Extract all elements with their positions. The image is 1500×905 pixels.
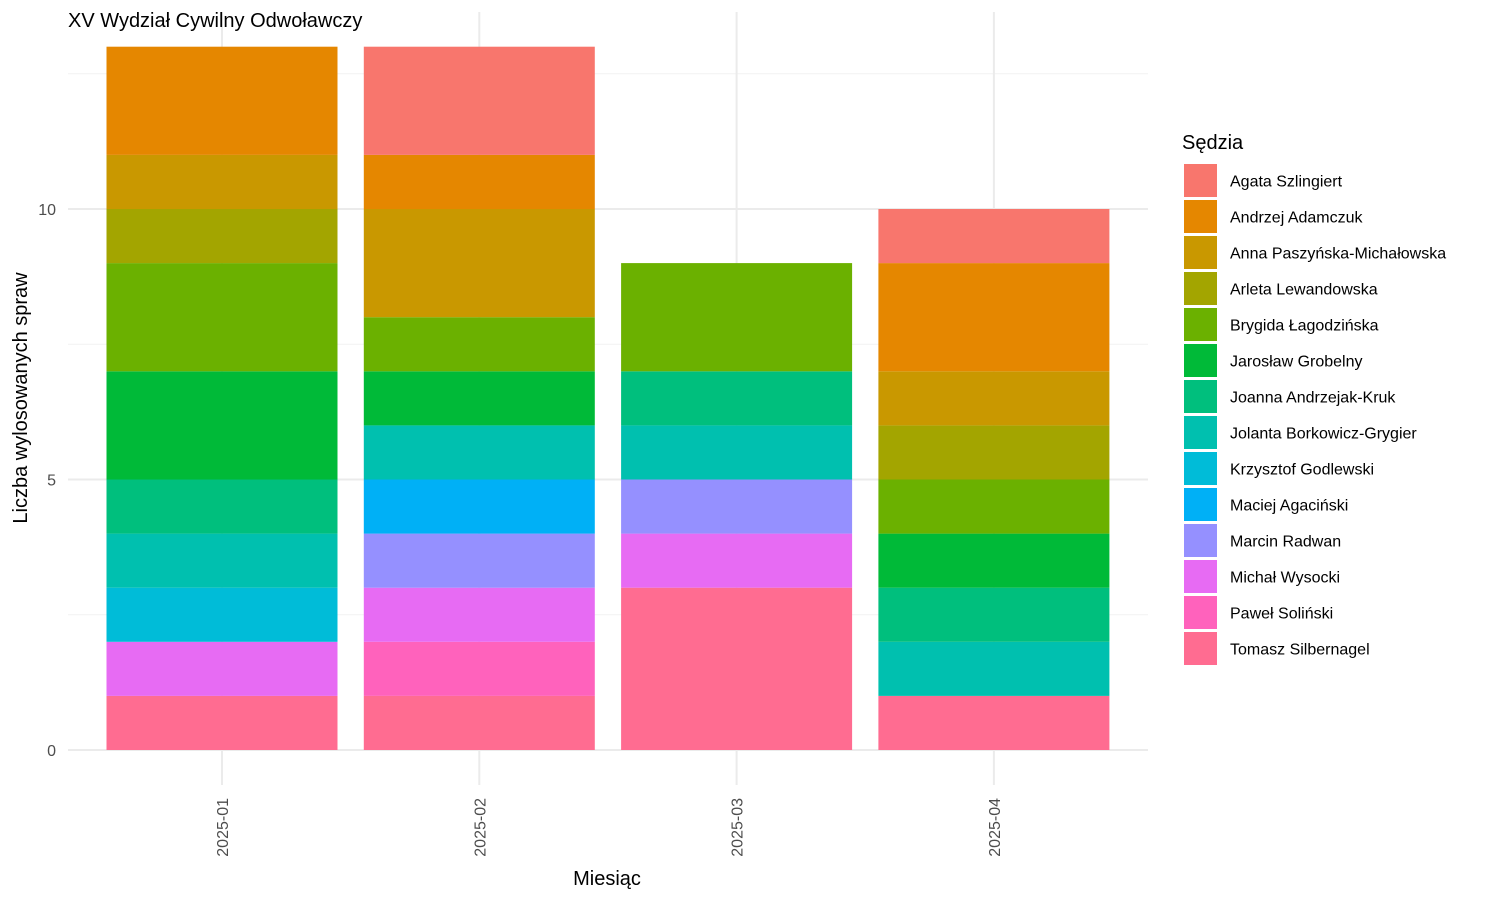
x-tick-label: 2025-03 <box>730 798 747 857</box>
bar-segment <box>878 479 1110 534</box>
bar-segment <box>878 371 1110 426</box>
bar-segment <box>363 154 595 209</box>
legend-label: Marcin Radwan <box>1230 534 1341 551</box>
x-tick-label: 2025-01 <box>215 798 232 857</box>
bar-segment <box>878 533 1110 588</box>
x-axis-title: Miesiąc <box>573 868 641 890</box>
bar-segment <box>363 371 595 426</box>
legend-key <box>1184 416 1217 449</box>
y-axis-title: Liczba wylosowanych spraw <box>10 272 32 524</box>
bar-segment <box>621 263 853 372</box>
bar-segment <box>621 371 853 426</box>
legend-key <box>1184 308 1217 341</box>
legend: Agata Szlingiert Andrzej Adamczuk Anna Pas… <box>1184 164 1446 665</box>
bar-segment <box>621 425 853 480</box>
bar-segment <box>106 371 338 480</box>
bar-segment <box>621 479 853 534</box>
legend-key <box>1184 560 1217 593</box>
bar-segment <box>106 154 338 209</box>
bar-segment <box>106 695 338 750</box>
legend-label: Arleta Lewandowska <box>1230 282 1378 299</box>
legend-key <box>1184 200 1217 233</box>
bar-segment <box>878 695 1110 750</box>
legend-label: Jarosław Grobelny <box>1230 354 1363 371</box>
legend-label: Maciej Agaciński <box>1230 498 1348 515</box>
legend-key <box>1184 344 1217 377</box>
bar-segment <box>106 209 338 264</box>
x-tick-label: 2025-02 <box>472 798 489 857</box>
bar-segment <box>878 209 1110 264</box>
bar-segment <box>878 587 1110 642</box>
legend-key <box>1184 272 1217 305</box>
bar-segment <box>106 587 338 642</box>
legend-label: Tomasz Silbernagel <box>1230 642 1370 659</box>
bar-segment <box>363 317 595 372</box>
legend-label: Joanna Andrzejak-Kruk <box>1230 390 1396 407</box>
legend-label: Agata Szlingiert <box>1230 174 1343 191</box>
legend-label: Paweł Soliński <box>1230 606 1333 623</box>
bar-segment <box>363 425 595 480</box>
y-tick-label: 10 <box>38 202 56 219</box>
y-tick-label: 5 <box>47 473 56 490</box>
legend-key <box>1184 632 1217 665</box>
legend-key <box>1184 236 1217 269</box>
legend-key <box>1184 452 1217 485</box>
axis-layer: 0 5 10 2025-01 2025-02 2025-03 2025-04 <box>38 202 1004 857</box>
legend-label: Anna Paszyńska-Michałowska <box>1230 246 1446 263</box>
legend-key <box>1184 488 1217 521</box>
bar-segment <box>878 263 1110 372</box>
bar-segment <box>106 641 338 696</box>
y-tick-label: 0 <box>47 743 56 760</box>
bar-segment <box>106 46 338 155</box>
bar-segment <box>363 479 595 534</box>
legend-key <box>1184 380 1217 413</box>
bar-segment <box>363 46 595 155</box>
bar-segment <box>106 263 338 372</box>
bar-segment <box>621 587 853 750</box>
bar-segment <box>106 533 338 588</box>
bar-segment <box>621 533 853 588</box>
legend-key <box>1184 596 1217 629</box>
bar-segment <box>106 479 338 534</box>
legend-key <box>1184 164 1217 197</box>
bar-layer <box>106 46 1110 750</box>
legend-label: Jolanta Borkowicz-Grygier <box>1230 426 1417 443</box>
legend-label: Krzysztof Godlewski <box>1230 462 1374 479</box>
bar-segment <box>363 533 595 588</box>
bar-segment <box>363 695 595 750</box>
bar-segment <box>363 641 595 696</box>
x-tick-label: 2025-04 <box>987 798 1004 857</box>
chart-title: XV Wydział Cywilny Odwoławczy <box>68 10 362 32</box>
legend-title: Sędzia <box>1182 132 1244 154</box>
bar-segment <box>878 641 1110 696</box>
legend-key <box>1184 524 1217 557</box>
bar-segment <box>878 425 1110 480</box>
legend-label: Michał Wysocki <box>1230 570 1340 587</box>
bar-segment <box>363 587 595 642</box>
legend-label: Andrzej Adamczuk <box>1230 210 1364 227</box>
legend-label: Brygida Łagodzińska <box>1230 318 1379 335</box>
bar-segment <box>363 209 595 318</box>
